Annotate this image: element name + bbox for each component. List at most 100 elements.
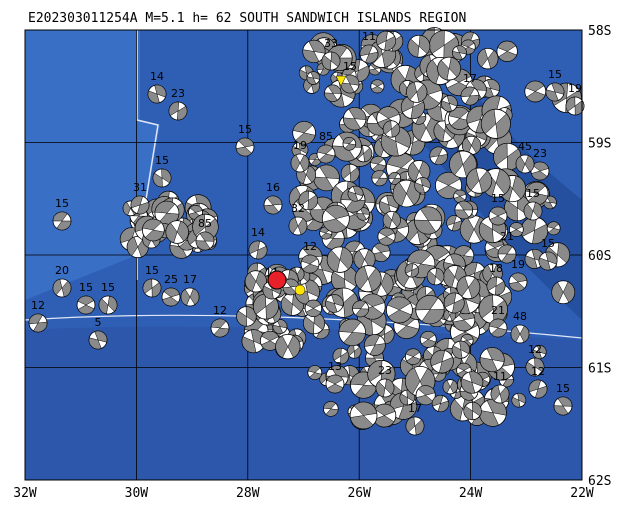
ball-lobe bbox=[195, 231, 215, 251]
beachball bbox=[248, 240, 268, 260]
beachball bbox=[449, 150, 477, 179]
beachball bbox=[565, 96, 585, 116]
depth-label: 21 bbox=[500, 230, 514, 243]
ball-lobe bbox=[248, 240, 268, 260]
ball-lobe bbox=[301, 254, 319, 274]
ball-lobe bbox=[244, 270, 267, 292]
beachball bbox=[446, 215, 463, 232]
ball-lobe bbox=[415, 295, 445, 325]
depth-label: 12 bbox=[531, 365, 545, 378]
ball-lobe bbox=[343, 107, 367, 131]
ball-lobe bbox=[432, 395, 449, 412]
depth-label: 15 bbox=[145, 264, 159, 277]
depth-label: 23 bbox=[533, 147, 547, 160]
ball-lobe bbox=[463, 401, 482, 421]
lat-label: 59S bbox=[588, 137, 611, 152]
ball-lobe bbox=[387, 296, 412, 324]
depth-label: 15 bbox=[541, 237, 555, 250]
ball-lobe bbox=[553, 396, 573, 416]
ball-lobe bbox=[488, 318, 508, 338]
depth-label: 18 bbox=[489, 262, 503, 275]
ball-lobe bbox=[442, 379, 458, 394]
ball-lobe bbox=[275, 335, 301, 358]
beachball bbox=[272, 319, 288, 335]
ball-lobe bbox=[407, 35, 431, 58]
beachball bbox=[430, 349, 454, 374]
beachball bbox=[300, 254, 320, 274]
beachball bbox=[545, 82, 565, 102]
depth-label: 45 bbox=[518, 140, 532, 153]
beachball bbox=[195, 231, 215, 251]
ball-lobe bbox=[490, 384, 510, 404]
ball-lobe bbox=[477, 48, 499, 69]
beachball bbox=[98, 295, 118, 315]
ball-lobe bbox=[453, 189, 467, 203]
depth-label: 11 bbox=[362, 30, 376, 43]
ball-lobe bbox=[147, 84, 167, 104]
ball-lobe bbox=[451, 340, 470, 359]
depth-label: 15 bbox=[556, 382, 570, 395]
beachball bbox=[392, 179, 421, 208]
beachball bbox=[152, 168, 172, 188]
beachball bbox=[443, 292, 465, 314]
ball-lobe bbox=[382, 211, 401, 229]
beachball bbox=[478, 398, 507, 427]
beachball bbox=[452, 45, 467, 61]
ball-lobe bbox=[263, 195, 283, 215]
beachball bbox=[426, 267, 445, 286]
ball-lobe bbox=[180, 288, 200, 306]
beachball bbox=[235, 137, 255, 157]
ball-lobe bbox=[347, 185, 364, 202]
ball-lobe bbox=[142, 278, 162, 298]
beachball bbox=[525, 181, 549, 206]
beachball bbox=[376, 30, 397, 51]
ball-lobe bbox=[325, 294, 344, 313]
beachball bbox=[486, 276, 506, 296]
beachball bbox=[325, 294, 344, 313]
beachball bbox=[497, 244, 517, 264]
depth-label: 17 bbox=[408, 402, 422, 415]
beachball bbox=[441, 95, 458, 112]
ball-lobe bbox=[354, 265, 382, 292]
epicenter bbox=[294, 284, 306, 296]
beachball bbox=[321, 51, 341, 71]
ball-lobe bbox=[383, 120, 400, 138]
beachball bbox=[528, 379, 548, 399]
beachball bbox=[306, 71, 321, 85]
ball-lobe bbox=[525, 80, 546, 103]
beachball bbox=[480, 108, 511, 139]
beachball bbox=[532, 345, 547, 360]
beachball bbox=[304, 299, 323, 318]
ball-lobe bbox=[307, 365, 322, 380]
beachball bbox=[405, 81, 428, 103]
ball-lobe bbox=[452, 45, 467, 60]
ball-lobe bbox=[306, 71, 320, 85]
ball-lobe bbox=[352, 300, 369, 318]
ball-lobe bbox=[515, 155, 535, 173]
beachball bbox=[263, 195, 283, 215]
beachball bbox=[326, 246, 354, 273]
beachball bbox=[154, 200, 180, 226]
ball-lobe bbox=[52, 211, 72, 231]
ball-lobe bbox=[443, 292, 465, 314]
beachball bbox=[298, 190, 319, 211]
beachball bbox=[165, 220, 189, 244]
ball-lobe bbox=[430, 350, 454, 374]
ball-lobe bbox=[378, 227, 395, 246]
ball-lobe bbox=[547, 221, 561, 236]
ball-lobe bbox=[405, 416, 425, 436]
ball-lobe bbox=[290, 154, 310, 172]
ball-lobe bbox=[429, 146, 448, 165]
ball-lobe bbox=[321, 51, 341, 71]
ball-lobe bbox=[364, 334, 386, 356]
beachball bbox=[510, 324, 530, 344]
lon-label: 24W bbox=[459, 486, 483, 501]
lat-label: 58S bbox=[588, 24, 611, 39]
beachball bbox=[354, 265, 382, 293]
beachball bbox=[347, 185, 364, 202]
title: E202303011254A M=5.1 h= 62 SOUTH SANDWIC… bbox=[28, 11, 466, 26]
beachball bbox=[431, 394, 450, 413]
ball-lobe bbox=[52, 278, 72, 298]
beachball bbox=[307, 365, 323, 380]
